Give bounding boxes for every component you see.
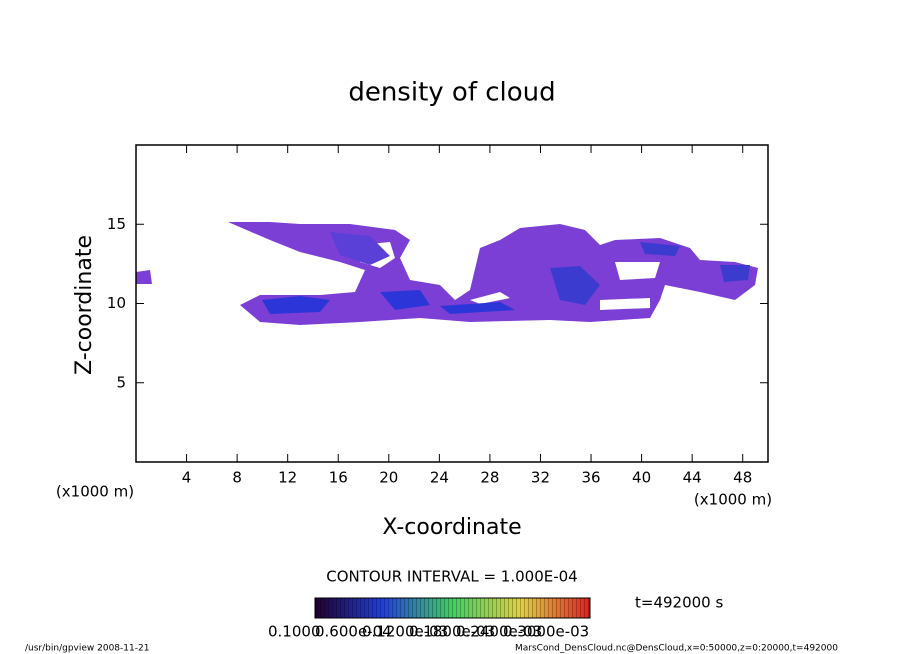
y-tick-label: 15	[107, 215, 126, 233]
footer-left: /usr/bin/gpview 2008-11-21	[25, 644, 149, 654]
x-tick-label: 20	[379, 469, 398, 487]
contour-interval: CONTOUR INTERVAL = 1.000E-04	[326, 568, 577, 586]
colorbar-label: 0.3000e-03	[503, 623, 589, 641]
x-tick-label: 36	[581, 469, 600, 487]
x-unit-label-right: (x1000 m)	[694, 491, 772, 509]
x-tick-label: 32	[531, 469, 550, 487]
x-tick-label: 28	[480, 469, 499, 487]
y-axis-title: Z-coordinate	[72, 235, 97, 375]
x-tick-label: 12	[278, 469, 297, 487]
y-tick-label: 5	[116, 373, 126, 391]
x-tick-label: 40	[632, 469, 651, 487]
x-tick-label: 44	[683, 469, 702, 487]
footer-right: MarsCond_DensCloud.nc@DensCloud,x=0:5000…	[515, 644, 838, 654]
time-label: t=492000 s	[635, 594, 723, 612]
x-tick-label: 48	[733, 469, 752, 487]
x-unit-label: (x1000 m)	[56, 483, 134, 501]
chart-title: density of cloud	[348, 78, 555, 108]
colorbar-label: 0.1200e-03	[362, 623, 448, 641]
x-tick-label: 4	[182, 469, 192, 487]
colorbar-levels	[315, 598, 590, 618]
x-tick-label: 8	[232, 469, 242, 487]
x-tick-label: 24	[430, 469, 449, 487]
colorbar-label: 0.600e-04	[315, 623, 392, 641]
cloud-patches	[136, 222, 758, 325]
colorbar-label: 0.2400e-03	[456, 623, 542, 641]
colorbar-label: 0.1000	[268, 623, 321, 641]
y-tick-label: 10	[107, 294, 126, 312]
x-axis-title: X-coordinate	[382, 515, 521, 540]
x-tick-label: 16	[329, 469, 348, 487]
colorbar-label: 0.1800e-03	[409, 623, 495, 641]
